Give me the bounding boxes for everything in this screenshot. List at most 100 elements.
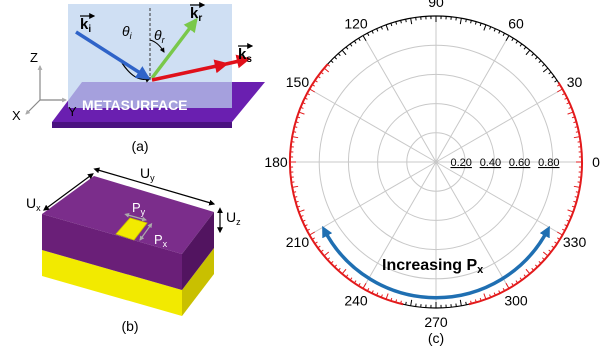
theta-i-label: θi (122, 23, 133, 41)
k-r-label: kr (190, 2, 206, 24)
polar-tick (459, 18, 462, 25)
polar-tick (358, 37, 361, 41)
polar-tick (556, 231, 563, 236)
substrate-side (182, 248, 214, 316)
polar-tick (573, 136, 580, 139)
polar-tick (341, 268, 347, 275)
polar-angle-label: 270 (424, 314, 448, 330)
polar-tick (390, 22, 393, 27)
k-s-symbol: k (238, 46, 247, 63)
polar-tick (534, 56, 538, 60)
polar-angle-label: 180 (264, 154, 288, 170)
k-i-symbol: k (80, 16, 89, 33)
polar-tick (505, 35, 510, 42)
polar-spoke (362, 161, 437, 289)
polar-angle-label: 90 (428, 0, 444, 10)
polar-tick (400, 20, 402, 24)
increasing-px-sub: x (477, 264, 484, 276)
uz-symbol: U (226, 209, 236, 225)
polar-spoke (362, 35, 437, 163)
polar-tick (334, 56, 338, 60)
scattered-ray (151, 59, 229, 82)
uy-dimension (93, 167, 216, 206)
k-i-label: ki (80, 13, 96, 35)
coordinate-axes (25, 65, 67, 115)
py-symbol: P (132, 200, 141, 215)
svg-text:kr: kr (190, 5, 202, 24)
polar-tick (541, 63, 545, 67)
polar-tick (323, 67, 330, 73)
polar-tick (548, 71, 552, 75)
polar-tick (330, 60, 334, 64)
reflected-ray (150, 17, 198, 80)
polar-tick (493, 28, 496, 32)
substrate-front (42, 250, 182, 316)
polar-tick (323, 251, 330, 257)
polar-tick (353, 40, 357, 44)
polar-tick (523, 46, 527, 50)
ux-dimension (43, 173, 94, 211)
polar-spoke (309, 161, 437, 236)
polar-tick (483, 293, 487, 300)
polar-angle-label: 60 (508, 15, 524, 31)
polar-tick (465, 301, 467, 305)
polar-angle-label: 150 (286, 74, 310, 90)
polar-tick (410, 299, 413, 306)
theta-r-symbol: θ (154, 27, 162, 43)
polar-spoke (435, 35, 510, 163)
polar-tick (459, 299, 462, 306)
increasing-px-text: Increasing P (382, 257, 477, 274)
polar-tick (525, 49, 531, 56)
polar-angle-label: 0 (592, 154, 600, 170)
polar-tick (385, 293, 389, 300)
polar-tick (531, 53, 535, 57)
polar-tick (483, 24, 487, 31)
polar-tick (498, 30, 501, 34)
polar-tick (479, 22, 482, 27)
polar-highlight-arc (468, 81, 583, 306)
caption-b: (b) (121, 318, 138, 334)
uz-sub: z (236, 217, 241, 227)
polar-tick (556, 88, 563, 93)
px-sub: x (163, 239, 168, 249)
caption-a: (a) (131, 138, 148, 154)
polar-tick (538, 60, 542, 64)
polar-tick (292, 185, 299, 188)
polar-tick (474, 21, 477, 25)
uy-sub: y (150, 173, 155, 183)
panel-a: ki θi θr kr ks METASURFACE Z Y X (a) (12, 2, 265, 154)
axis-z-label: Z (30, 50, 38, 65)
polar-spoke (435, 161, 510, 289)
polar-tick (380, 26, 383, 30)
polar-tick (405, 19, 407, 23)
polar-highlight (289, 63, 583, 306)
polar-angle-label: 300 (504, 293, 528, 309)
k-s-label: ks (238, 43, 254, 65)
dielectric-front (42, 214, 182, 290)
panel-c: 0 30 60 90 120 150 180 210 240 270 300 330 0.20 0.40… (264, 0, 600, 346)
ux-symbol: U (26, 195, 36, 211)
increasing-px-label: Increasing Px (382, 257, 484, 276)
polar-spokes (290, 16, 582, 308)
polar-tick (525, 268, 531, 275)
k-r-sub: r (198, 13, 202, 24)
polar-highlight-arc (289, 63, 404, 306)
polar-tick (309, 88, 316, 93)
py-dimension (124, 212, 147, 222)
polar-tick (573, 185, 580, 188)
polar-tick (385, 24, 389, 31)
k-r-symbol: k (190, 5, 199, 22)
polar-tick (376, 28, 379, 32)
polar-radial-labels: 0.20 0.40 0.60 0.80 (450, 157, 559, 169)
uz-label: Uz (226, 209, 241, 227)
polar-angle-label: 330 (563, 234, 587, 250)
polar-tick (567, 111, 574, 115)
py-label: Py (132, 200, 146, 217)
polar-tick (341, 49, 347, 56)
polar-tick (465, 19, 467, 23)
polar-angle-label: 120 (344, 15, 368, 31)
svg-text:θi: θi (122, 23, 133, 41)
polar-tick (337, 53, 341, 57)
svg-text:ki: ki (80, 16, 91, 35)
